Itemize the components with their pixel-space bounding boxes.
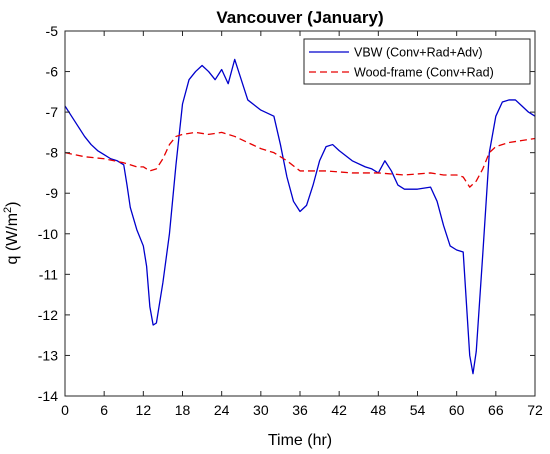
y-tick-label: -10: [38, 226, 58, 242]
plot-area: 0 6 12 18 24 30 36 42 48 54 60 66 72 -5 -6 -7 -8 -9 -10 -1…: [38, 23, 543, 418]
x-ticks: 0 6 12 18 24 30 36 42 48 54 60 66 72: [61, 31, 543, 418]
x-tick-label: 60: [449, 402, 465, 418]
y-tick-label: -9: [46, 185, 59, 201]
y-ticks: -5 -6 -7 -8 -9 -10 -11 -12 -13 -14: [38, 23, 535, 404]
plot-background: [65, 31, 535, 396]
x-tick-label: 6: [100, 402, 108, 418]
legend: VBW (Conv+Rad+Adv) Wood-frame (Conv+Rad): [303, 38, 531, 85]
y-tick-label: -11: [39, 266, 58, 282]
chart-title: Vancouver (January): [216, 8, 383, 27]
y-axis-label: q (W/m2): [2, 202, 21, 265]
series-line-0: [64, 58, 536, 375]
x-tick-label: 12: [136, 402, 152, 418]
y-tick-label: -14: [38, 388, 58, 404]
legend-label-vbw: VBW (Conv+Rad+Adv): [354, 46, 483, 60]
x-tick-label: 24: [214, 402, 230, 418]
y-tick-label: -6: [46, 64, 59, 80]
y-axis-label-prefix: q (W/m: [4, 213, 21, 265]
x-tick-label: 36: [292, 402, 308, 418]
y-axis-label-sup: 2: [2, 207, 14, 213]
y-tick-label: -12: [38, 307, 58, 323]
x-tick-label: 48: [371, 402, 387, 418]
x-axis-label: Time (hr): [268, 432, 332, 449]
x-tick-label: 0: [61, 402, 69, 418]
x-tick-label: 66: [488, 402, 504, 418]
y-tick-label: -13: [38, 347, 58, 363]
x-tick-label: 18: [175, 402, 191, 418]
x-tick-label: 54: [410, 402, 426, 418]
y-tick-label: -7: [46, 104, 59, 120]
x-tick-label: 42: [331, 402, 347, 418]
legend-box: [303, 38, 531, 85]
x-tick-label: 30: [253, 402, 269, 418]
y-axis-label-suffix: ): [4, 202, 21, 207]
series-line-1: [64, 131, 536, 188]
legend-label-wood: Wood-frame (Conv+Rad): [354, 66, 494, 80]
series-layer: [64, 58, 536, 375]
y-tick-label: -5: [46, 23, 59, 39]
y-tick-label: -8: [46, 145, 59, 161]
x-tick-label: 72: [527, 402, 543, 418]
